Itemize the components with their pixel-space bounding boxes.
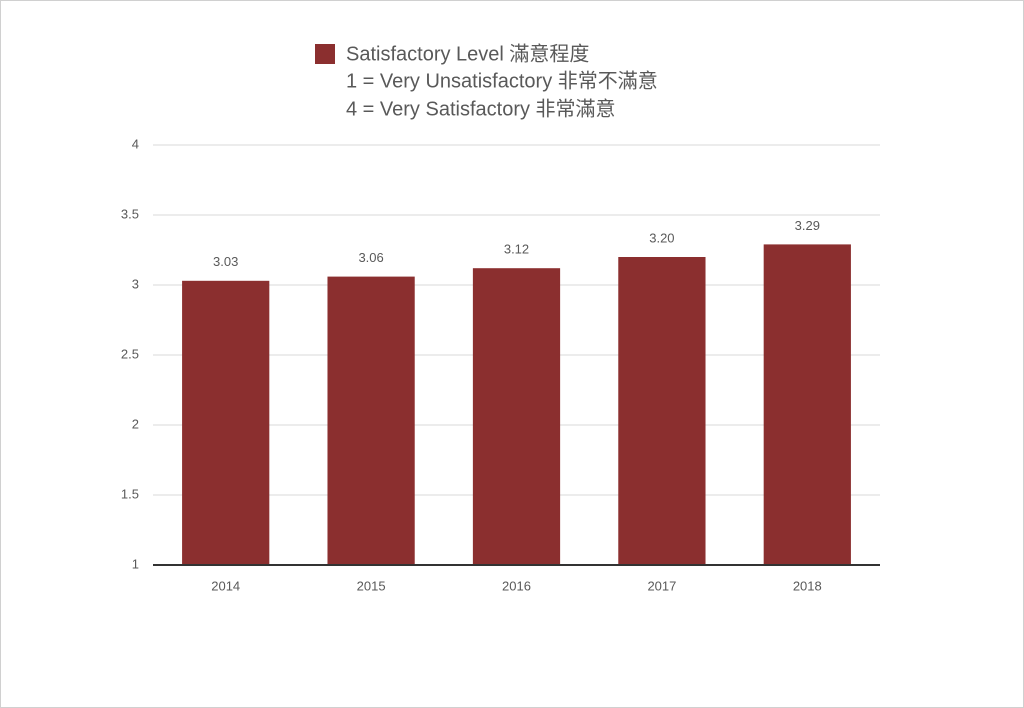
y-tick-label: 3: [132, 276, 139, 291]
value-label: 3.03: [213, 254, 238, 269]
x-tick-label: 2017: [647, 578, 676, 593]
x-tick-label: 2014: [211, 578, 240, 593]
legend-swatch: [315, 44, 335, 64]
y-tick-label: 2: [132, 416, 139, 431]
bar: [182, 280, 270, 565]
value-label: 3.12: [504, 242, 529, 257]
value-label: 3.20: [649, 230, 674, 245]
y-tick-label: 4: [132, 136, 139, 151]
bar: [327, 276, 415, 565]
x-tick-label: 2018: [793, 578, 822, 593]
bar: [618, 257, 706, 565]
value-label: 3.06: [358, 250, 383, 265]
value-label: 3.29: [795, 218, 820, 233]
y-tick-label: 2.5: [121, 346, 139, 361]
x-tick-label: 2015: [357, 578, 386, 593]
y-tick-label: 1.5: [121, 486, 139, 501]
legend-note: 4 = Very Satisfactory 非常滿意: [346, 97, 616, 120]
x-tick-label: 2016: [502, 578, 531, 593]
legend-note: 1 = Very Unsatisfactory 非常不滿意: [346, 69, 658, 92]
y-tick-label: 1: [132, 556, 139, 571]
bar: [763, 244, 851, 565]
bar: [472, 268, 561, 565]
legend-label: Satisfactory Level 滿意程度: [346, 42, 589, 65]
y-tick-label: 3.5: [121, 206, 139, 221]
